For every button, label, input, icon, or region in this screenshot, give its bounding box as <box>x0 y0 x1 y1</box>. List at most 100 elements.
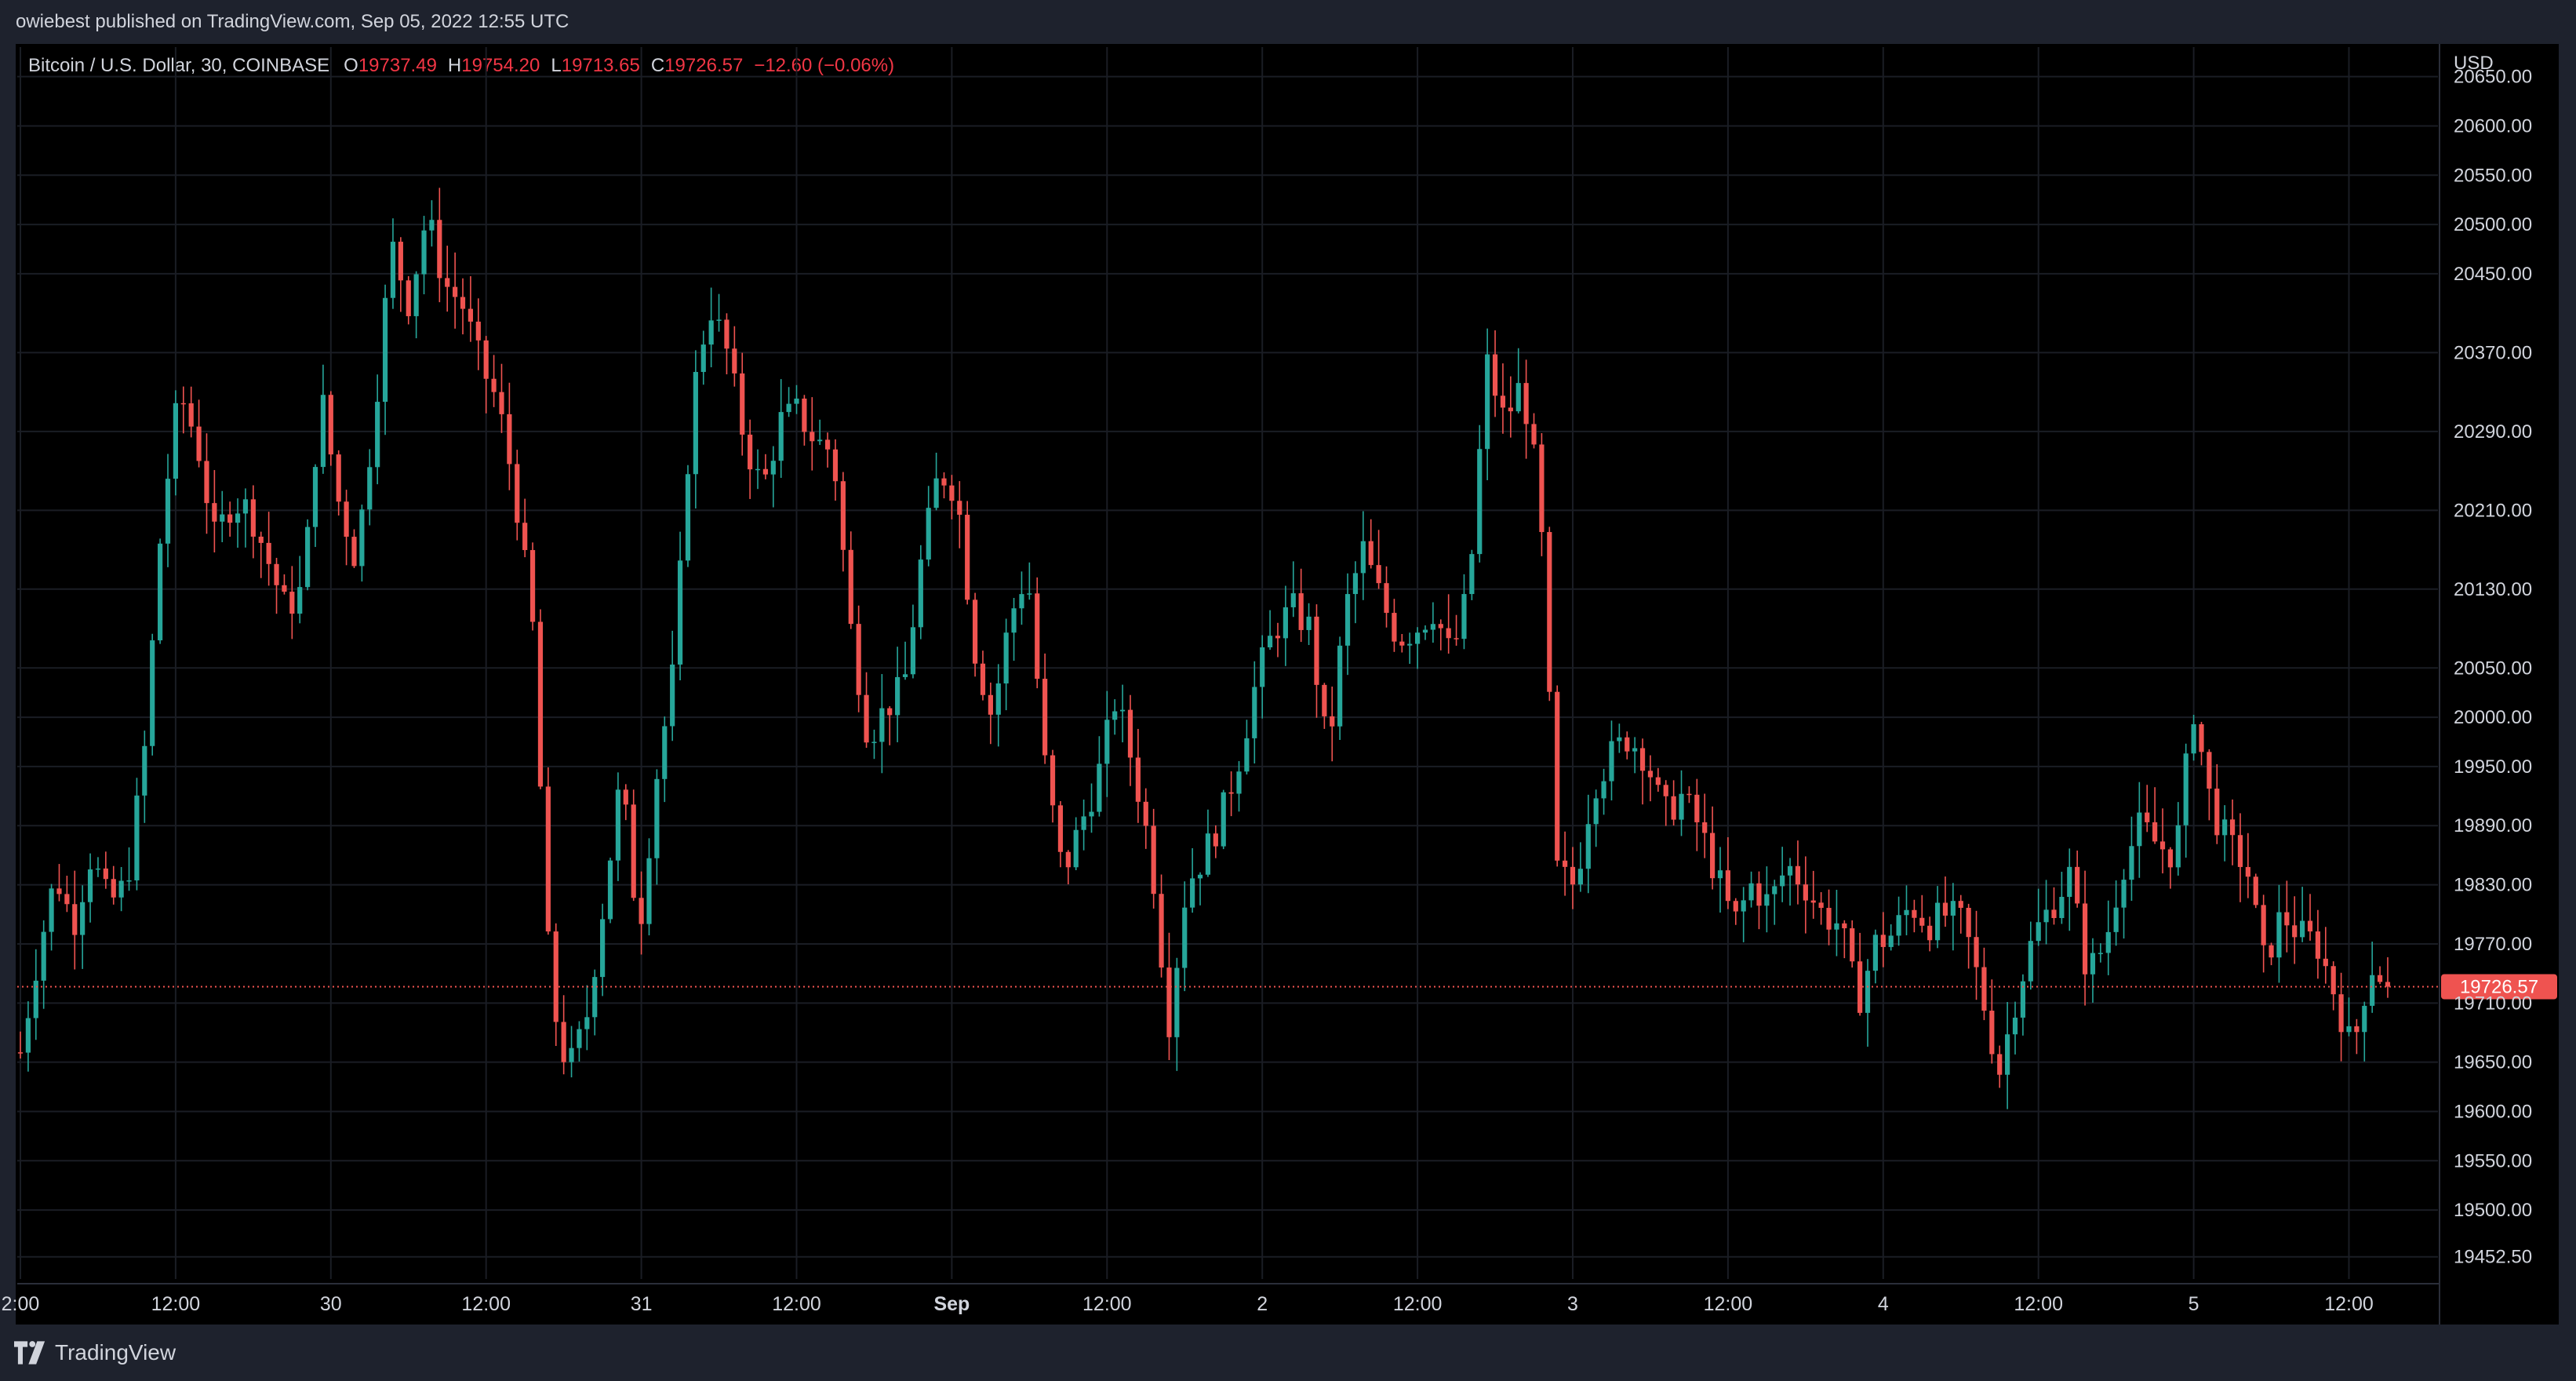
time-tick-label: 12:00 <box>1704 1293 1753 1315</box>
price-tick-label: 20290.00 <box>2454 421 2532 443</box>
candle-body <box>1081 816 1086 830</box>
candle-body <box>2276 912 2282 958</box>
candle-body <box>2113 907 2119 932</box>
candle-body <box>1671 796 1676 820</box>
candle-body <box>1213 833 1218 847</box>
candle-body <box>2105 931 2111 953</box>
candle-body <box>2191 723 2196 754</box>
candle-body <box>1508 407 1513 412</box>
candle-body <box>1679 793 1684 820</box>
candle-body <box>2129 846 2134 880</box>
tradingview-logo[interactable]: TradingView <box>14 1339 176 1367</box>
candle-body <box>607 860 613 920</box>
candle-body <box>1267 636 1273 647</box>
candle-body <box>639 898 644 924</box>
candle-body <box>282 585 287 592</box>
price-tick-label: 20130.00 <box>2454 579 2532 600</box>
candle-body <box>2253 876 2258 905</box>
candle-body <box>2222 819 2228 836</box>
candle-body <box>1710 833 1716 879</box>
candle-body <box>1159 894 1164 968</box>
candle-body <box>344 501 349 537</box>
candle-body <box>1741 900 1746 912</box>
candle-body <box>2005 1034 2010 1075</box>
symbol-legend: Bitcoin / U.S. Dollar, 30, COINBASE O 19… <box>28 55 894 77</box>
price-tick-label: 19550.00 <box>2454 1150 2532 1171</box>
candle-body <box>80 902 86 935</box>
candle-body <box>1756 883 1762 906</box>
price-tick-label: 20500.00 <box>2454 214 2532 235</box>
candle-body <box>118 880 124 898</box>
candle-body <box>545 786 551 932</box>
candle-body <box>1555 691 1560 861</box>
candle-body <box>1570 866 1576 885</box>
candle-body <box>1850 928 1855 962</box>
candle-body <box>584 1017 590 1029</box>
candle-body <box>654 778 660 858</box>
candle-body <box>1810 900 1816 903</box>
candle-body <box>173 403 178 479</box>
candle-body <box>1042 679 1048 756</box>
candle-body <box>1399 641 1405 646</box>
candle-body <box>351 537 357 567</box>
candle-body <box>1073 829 1079 868</box>
candle-body <box>406 280 411 316</box>
candle-body <box>375 402 380 468</box>
candle-body <box>1764 894 1770 906</box>
candle-body <box>2338 994 2344 1033</box>
candle-body <box>491 378 497 392</box>
candle-body <box>1780 875 1785 887</box>
candle-body <box>56 888 62 895</box>
candle-body <box>2199 723 2204 752</box>
open-label: O <box>344 55 358 76</box>
tradingview-brand-text: TradingView <box>55 1340 176 1365</box>
candle-body <box>1896 915 1901 936</box>
candle-body <box>1647 771 1654 778</box>
price-tick-label: 19710.00 <box>2454 993 2532 1014</box>
candle-body <box>1322 684 1327 716</box>
candle-body <box>569 1048 574 1062</box>
candle-body <box>1585 824 1591 869</box>
candle-body <box>158 543 163 641</box>
candle-body <box>103 868 108 880</box>
candle-body <box>1050 755 1056 806</box>
candle-body <box>770 461 776 475</box>
last-price-line-group: 19726.57 <box>17 974 2557 1000</box>
candle-body <box>1104 720 1110 764</box>
candle-body <box>1919 917 1925 926</box>
candle-body <box>553 931 558 1022</box>
candle-body <box>748 434 753 470</box>
candle-body <box>2098 953 2103 954</box>
candle-body <box>662 726 668 779</box>
candle-body <box>1966 907 1971 938</box>
candle-body <box>1865 971 1871 1013</box>
price-tick-label: 19500.00 <box>2454 1200 2532 1221</box>
candle-body <box>1997 1054 2003 1075</box>
candle-body <box>1989 1011 1995 1055</box>
candle-body <box>390 242 396 298</box>
candle-body <box>1857 961 1863 1013</box>
candle-body <box>1151 825 1156 895</box>
candle-body <box>95 868 101 870</box>
candle-body <box>716 319 722 321</box>
candle-body <box>1981 967 1987 1011</box>
candle-body <box>1492 354 1498 396</box>
candles <box>17 188 2391 1110</box>
candle-body <box>2075 866 2080 904</box>
time-axis: 2:00 12:00 30 12:00 31 12:00 Sep 12:00 2 12:00 3 12… <box>2 1293 2374 1315</box>
candle-body <box>1407 643 1413 646</box>
candle-body <box>1795 865 1801 885</box>
candle-body <box>1306 616 1312 630</box>
candle-body <box>1834 923 1839 930</box>
price-tick-label: 20450.00 <box>2454 264 2532 285</box>
candle-body <box>1515 383 1521 412</box>
candle-body <box>2137 812 2142 847</box>
candle-body <box>1772 886 1777 895</box>
candle-body <box>1415 632 1421 644</box>
candle-body <box>972 599 978 664</box>
candle-body <box>1097 763 1102 812</box>
candle-body <box>1011 608 1017 633</box>
time-tick-label: 12:00 <box>772 1293 821 1315</box>
candle-body <box>2323 958 2328 967</box>
